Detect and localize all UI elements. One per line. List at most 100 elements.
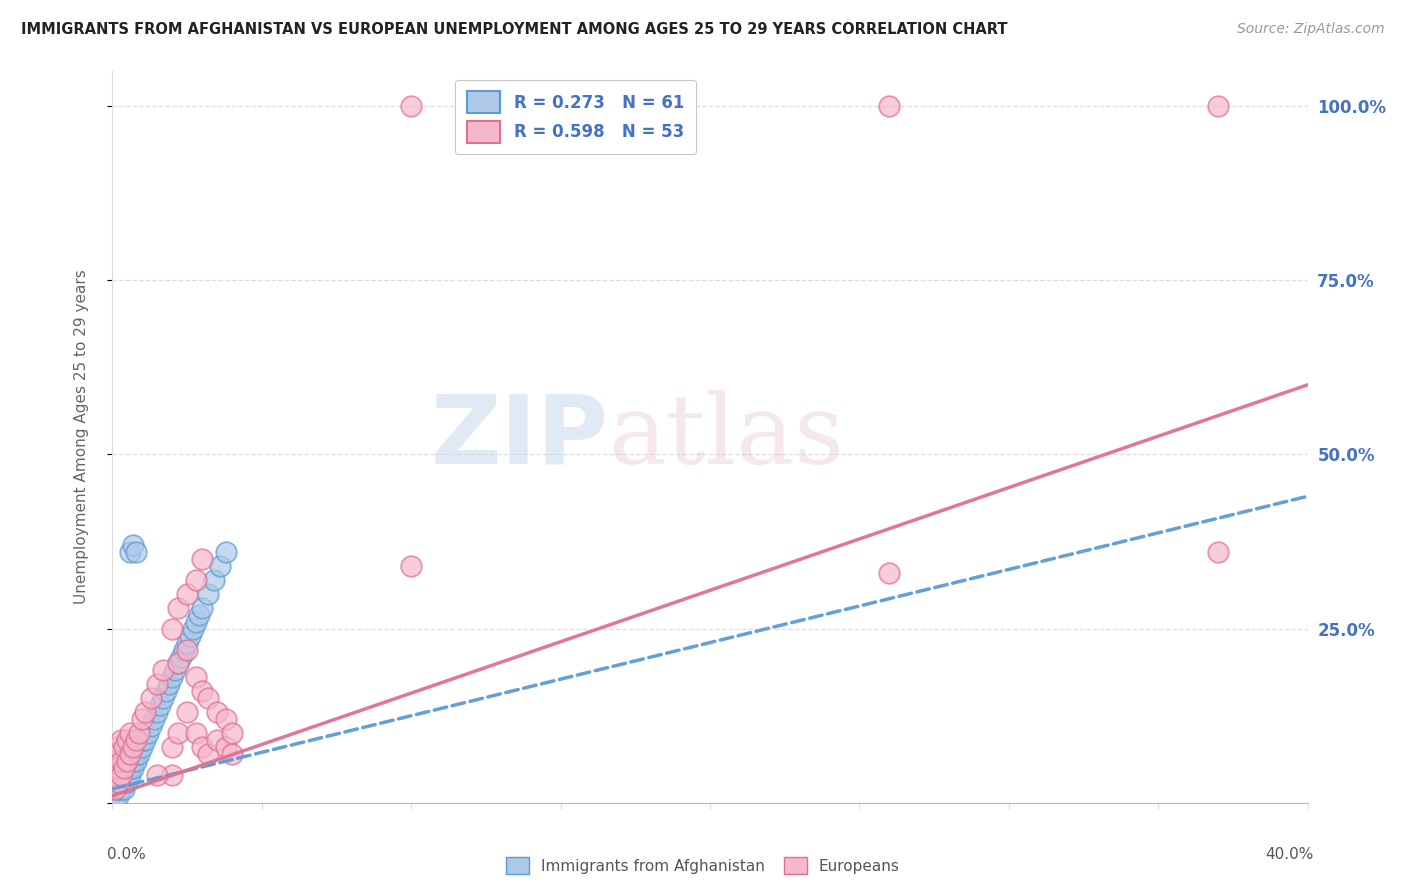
Point <box>125 754 148 768</box>
Point <box>122 754 145 768</box>
Point <box>215 545 238 559</box>
Text: IMMIGRANTS FROM AFGHANISTAN VS EUROPEAN UNEMPLOYMENT AMONG AGES 25 TO 29 YEARS C: IMMIGRANTS FROM AFGHANISTAN VS EUROPEAN … <box>21 22 1008 37</box>
Point <box>401 99 423 113</box>
Point <box>197 747 219 761</box>
Point <box>141 691 163 706</box>
Point <box>170 649 193 664</box>
Point <box>117 775 139 789</box>
Y-axis label: Unemployment Among Ages 25 to 29 years: Unemployment Among Ages 25 to 29 years <box>75 269 89 605</box>
Point <box>221 726 243 740</box>
Point <box>117 768 139 782</box>
Point <box>191 552 214 566</box>
Point <box>122 538 145 552</box>
Point <box>107 775 129 789</box>
Point <box>138 726 160 740</box>
Point <box>1206 545 1229 559</box>
Point <box>110 754 132 768</box>
Point <box>134 705 156 719</box>
Point <box>128 747 150 761</box>
Point <box>104 775 127 789</box>
Point <box>167 726 190 740</box>
Text: Source: ZipAtlas.com: Source: ZipAtlas.com <box>1237 22 1385 37</box>
Point <box>104 768 127 782</box>
Point <box>131 712 153 726</box>
Point <box>157 677 180 691</box>
Point <box>179 629 201 643</box>
Text: 40.0%: 40.0% <box>1265 847 1313 862</box>
Point <box>186 726 208 740</box>
Point <box>110 768 132 782</box>
Point <box>191 740 214 755</box>
Point <box>167 600 190 615</box>
Point <box>162 622 183 636</box>
Point <box>131 733 153 747</box>
Point <box>110 768 132 782</box>
Point <box>114 740 135 755</box>
Point <box>141 719 163 733</box>
Point <box>162 768 183 782</box>
Point <box>117 754 139 768</box>
Point <box>114 781 135 796</box>
Point <box>152 691 174 706</box>
Point <box>191 600 214 615</box>
Point <box>215 712 238 726</box>
Point <box>215 740 238 755</box>
Point <box>162 740 183 755</box>
Point <box>401 558 423 573</box>
Point <box>143 712 166 726</box>
Point <box>165 664 187 678</box>
Point <box>120 761 142 775</box>
Point <box>107 775 129 789</box>
Point <box>120 545 142 559</box>
Point <box>117 761 139 775</box>
Point <box>176 587 198 601</box>
Point <box>104 775 127 789</box>
Point <box>107 775 129 789</box>
Point <box>114 768 135 782</box>
Point <box>176 642 198 657</box>
Point <box>104 781 127 796</box>
Point <box>104 781 127 796</box>
Point <box>125 545 148 559</box>
Point <box>107 761 129 775</box>
Text: atlas: atlas <box>609 390 845 484</box>
Point <box>114 775 135 789</box>
Point <box>186 573 208 587</box>
Legend: R = 0.273   N = 61, R = 0.598   N = 53: R = 0.273 N = 61, R = 0.598 N = 53 <box>456 79 696 154</box>
Point <box>879 99 901 113</box>
Point <box>107 761 129 775</box>
Point <box>167 657 190 671</box>
Point <box>1206 99 1229 113</box>
Point <box>110 733 132 747</box>
Point <box>122 761 145 775</box>
Point <box>146 768 169 782</box>
Point <box>176 705 198 719</box>
Point <box>104 754 127 768</box>
Point <box>146 677 169 691</box>
Point <box>120 747 142 761</box>
Point <box>209 558 232 573</box>
Point <box>125 733 148 747</box>
Point <box>131 740 153 755</box>
Point <box>107 740 129 755</box>
Point <box>104 781 127 796</box>
Point <box>197 691 219 706</box>
Point <box>114 761 135 775</box>
Point <box>176 635 198 649</box>
Point <box>120 726 142 740</box>
Point <box>117 733 139 747</box>
Point <box>104 768 127 782</box>
Point <box>155 684 177 698</box>
Point <box>181 622 204 636</box>
Point <box>125 747 148 761</box>
Point <box>188 607 211 622</box>
Point <box>186 615 208 629</box>
Point <box>191 684 214 698</box>
Point <box>120 768 142 782</box>
Point <box>152 664 174 678</box>
Legend: Immigrants from Afghanistan, Europeans: Immigrants from Afghanistan, Europeans <box>501 851 905 880</box>
Text: 0.0%: 0.0% <box>107 847 145 862</box>
Point <box>107 781 129 796</box>
Point <box>162 670 183 684</box>
Point <box>205 733 228 747</box>
